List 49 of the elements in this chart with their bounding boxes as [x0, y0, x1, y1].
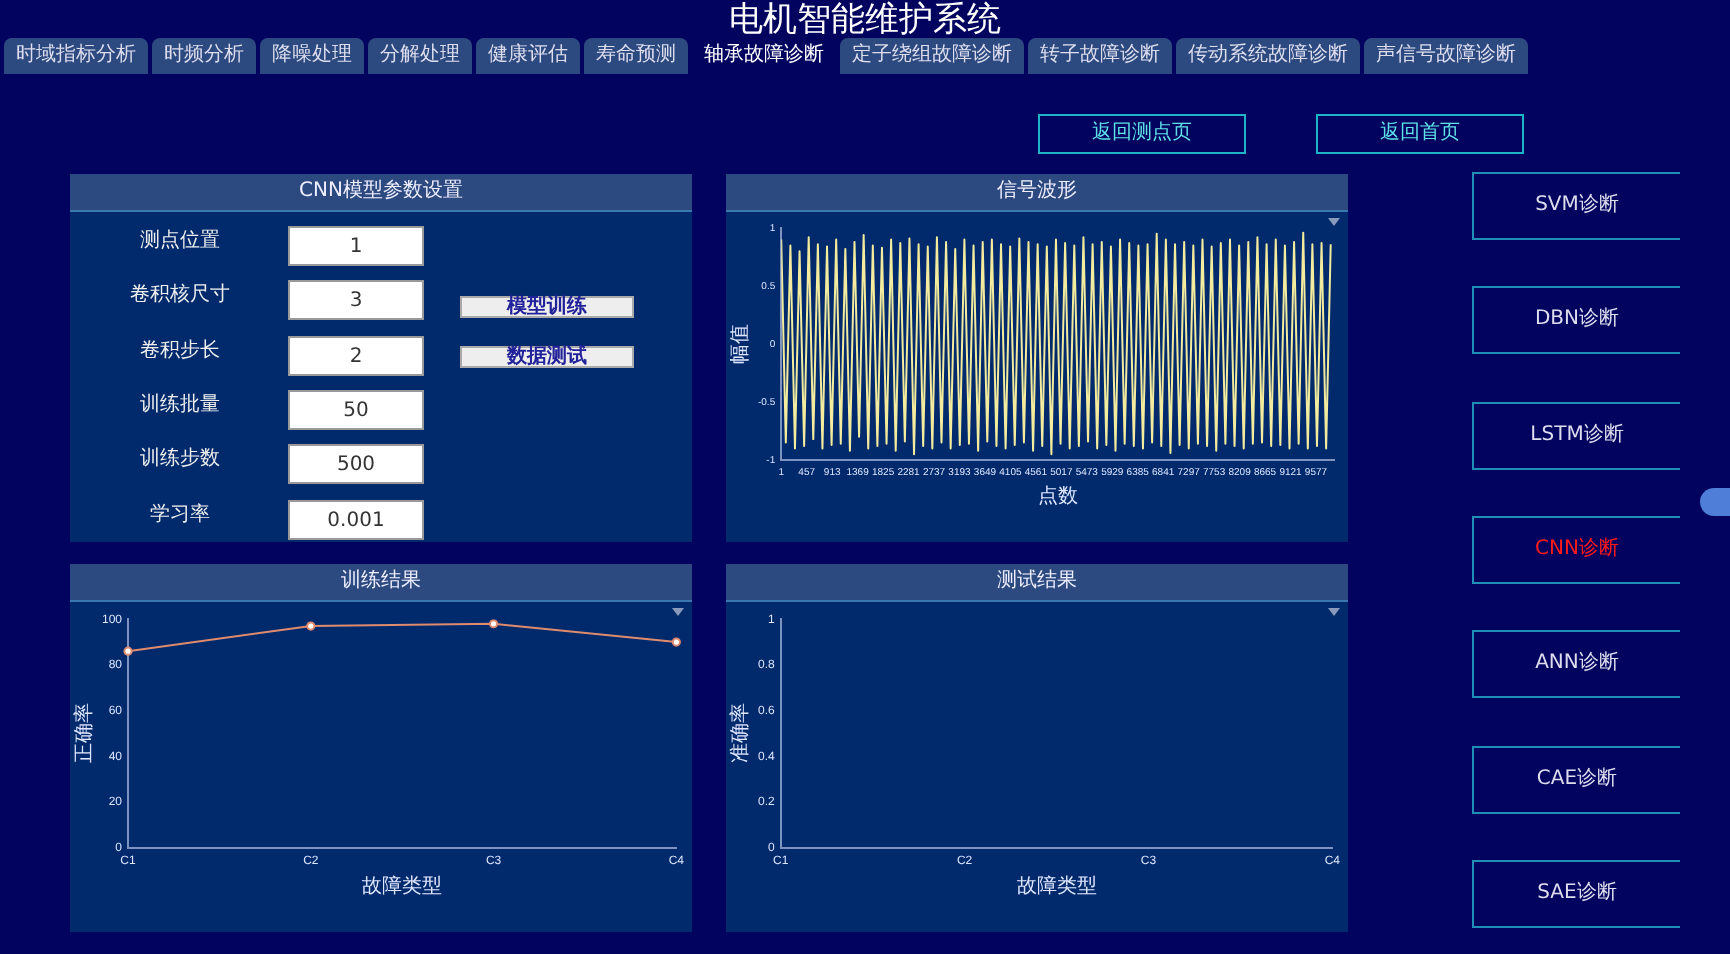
- text: 转子故障诊断: [1028, 38, 1172, 74]
- text: 2: [288, 335, 424, 376]
- text: 声信号故障诊断: [1364, 38, 1528, 74]
- text: CAE诊断: [1472, 745, 1680, 813]
- text: ANN诊断: [1472, 630, 1680, 699]
- text: SAE诊断: [1472, 859, 1680, 928]
- text: 寿命预测: [584, 38, 688, 74]
- x-axis-title: 点数: [1037, 483, 1078, 508]
- text: 0.001: [288, 499, 424, 539]
- text: 降噪处理: [260, 38, 364, 74]
- text: LSTM诊断: [1472, 401, 1680, 470]
- text: 1: [288, 226, 424, 266]
- text: 训练步数: [138, 445, 222, 473]
- text: 传动系统故障诊断: [1176, 38, 1360, 74]
- text: 50: [288, 389, 424, 430]
- point: [306, 621, 316, 631]
- chart-title: 训练结果: [70, 564, 692, 602]
- text: 轴承故障诊断: [692, 38, 836, 74]
- y-axis-title: 正确率: [71, 703, 96, 764]
- x-axis-title: 故障类型: [1016, 873, 1097, 898]
- point: [488, 619, 499, 629]
- text: 卷积步长: [138, 337, 222, 364]
- chart-title: 信号波形: [726, 174, 1348, 212]
- text: SVM诊断: [1472, 172, 1680, 240]
- text: 时频分析: [152, 38, 256, 74]
- text: 电机智能维护系统: [727, 0, 1003, 40]
- text: 训练批量: [138, 391, 222, 418]
- text: 数据测试: [460, 346, 634, 368]
- x-axis-title: 故障类型: [362, 873, 443, 898]
- text: 卷积核尺寸: [128, 281, 232, 309]
- point: [123, 646, 133, 656]
- text: DBN诊断: [1472, 286, 1680, 355]
- text: 分解处理: [368, 38, 472, 74]
- text: 定子绕组故障诊断: [840, 38, 1024, 74]
- text: 500: [288, 444, 424, 485]
- chart-title: 测试结果: [726, 564, 1348, 602]
- text: CNN模型参数设置: [70, 174, 692, 212]
- text: 3: [288, 280, 424, 321]
- point: [671, 637, 681, 647]
- text: 学习率: [148, 501, 212, 527]
- y-axis-title: 准确率: [727, 703, 752, 764]
- text: 返回首页: [1316, 114, 1524, 154]
- text: CNN诊断: [1472, 515, 1680, 584]
- y-axis-title: 幅值: [727, 324, 752, 364]
- text: 时域指标分析: [4, 38, 148, 74]
- text: 返回测点页: [1038, 114, 1246, 154]
- text: 模型训练: [460, 296, 634, 318]
- text: 测点位置: [138, 227, 222, 254]
- text: 健康评估: [476, 38, 580, 74]
